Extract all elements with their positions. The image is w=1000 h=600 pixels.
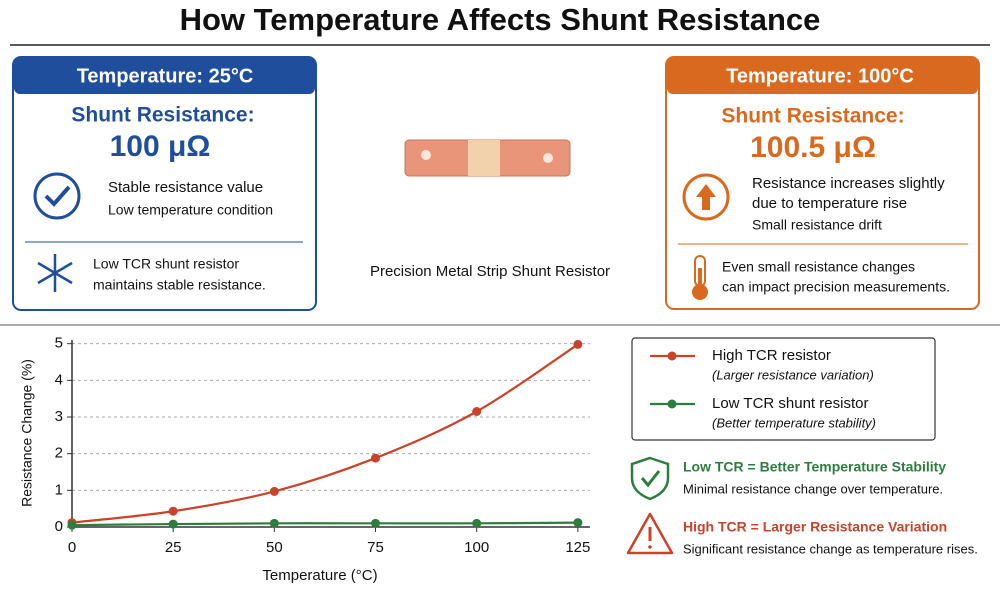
left-note: Low TCR shunt resistor — [93, 256, 239, 272]
right-note: Even small resistance changes — [722, 259, 915, 275]
x-tick-label: 125 — [565, 539, 590, 556]
resistor-caption: Precision Metal Strip Shunt Resistor — [370, 263, 610, 280]
legend-marker — [667, 399, 677, 409]
data-point — [269, 518, 279, 528]
check-icon — [33, 172, 81, 220]
title: How Temperature Affects Shunt Resistance — [180, 2, 821, 37]
thermometer-icon — [692, 255, 708, 300]
left-panel — [12, 56, 317, 311]
right-status: due to temperature rise — [752, 195, 907, 212]
data-point — [168, 506, 178, 516]
data-point — [168, 519, 178, 529]
x-axis-label: Temperature (°C) — [262, 567, 377, 584]
y-tick-label: 4 — [55, 371, 63, 388]
resistor-image — [404, 139, 571, 177]
takeaway-text: Significant resistance change as tempera… — [683, 541, 978, 556]
data-point — [269, 486, 279, 496]
series-line — [71, 521, 578, 527]
left-status: Low temperature condition — [108, 202, 273, 218]
data-point — [573, 518, 583, 528]
data-point — [371, 453, 381, 463]
takeaway-title: High TCR = Larger Resistance Variation — [683, 519, 947, 535]
y-tick-label: 5 — [55, 335, 63, 352]
right-heading: Temperature: 100°C — [726, 65, 914, 87]
data-point — [472, 407, 482, 416]
left-label: Shunt Resistance: — [71, 104, 254, 127]
snowflake-icon — [37, 254, 73, 292]
left-note: maintains stable resistance. — [93, 277, 266, 293]
left-header — [14, 58, 315, 94]
left-value: 100 μΩ — [110, 130, 211, 163]
y-axis-label: Resistance Change (%) — [19, 359, 35, 507]
data-point — [67, 520, 77, 530]
legend-label: Low TCR shunt resistor — [712, 395, 868, 412]
series-line — [71, 343, 579, 524]
right-note: can impact precision measurements. — [722, 279, 950, 295]
shield-icon — [630, 456, 670, 501]
x-tick-label: 75 — [367, 539, 384, 556]
x-tick-label: 25 — [165, 539, 182, 556]
arrow-icon — [682, 173, 730, 221]
warning-icon — [626, 512, 674, 555]
left-heading: Temperature: 25°C — [77, 65, 254, 87]
x-tick-label: 50 — [266, 539, 283, 556]
legend-entries: High TCR resistor (Larger resistance vari… — [650, 347, 876, 430]
legend-description: (Better temperature stability) — [712, 415, 876, 430]
y-tick-label: 0 — [55, 518, 63, 535]
legend — [631, 337, 936, 441]
right-label: Shunt Resistance: — [721, 105, 904, 128]
y-tick-label: 2 — [55, 445, 63, 462]
y-tick-label: 1 — [55, 481, 63, 498]
data-point — [472, 518, 482, 528]
y-tick-label: 3 — [55, 408, 63, 425]
chart: Temperature (°C) Resistance Change (%) 0… — [19, 335, 591, 584]
takeaway-title: Low TCR = Better Temperature Stability — [683, 459, 946, 475]
right-status: Resistance increases slightly — [752, 175, 945, 192]
right-value: 100.5 μΩ — [750, 131, 876, 164]
left-status: Stable resistance value — [108, 179, 263, 196]
takeaway-text: Minimal resistance change over temperatu… — [683, 481, 943, 496]
x-tick-label: 100 — [464, 539, 489, 556]
data-point — [371, 518, 381, 528]
x-tick-label: 0 — [68, 539, 76, 556]
right-panel — [665, 56, 980, 310]
legend-description: (Larger resistance variation) — [712, 367, 874, 382]
legend-label: High TCR resistor — [712, 347, 831, 364]
data-point — [573, 339, 583, 349]
right-header — [667, 58, 978, 94]
right-status: Small resistance drift — [752, 217, 882, 233]
legend-marker — [667, 351, 677, 361]
